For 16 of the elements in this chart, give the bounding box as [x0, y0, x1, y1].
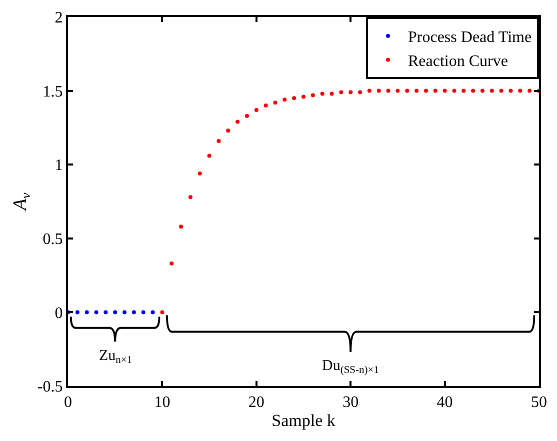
- legend-label: Reaction Curve: [408, 52, 508, 70]
- x-tick-label: 50: [531, 394, 547, 412]
- y-tick-label: -0.5: [37, 378, 63, 396]
- x-tick-label: 20: [248, 394, 264, 412]
- x-tick-label: 30: [342, 394, 359, 412]
- y-tick-label: 0: [54, 304, 63, 322]
- annotation: Du$_{(SS-n)×1}$: [322, 358, 379, 376]
- legend-label: Process Dead Time: [408, 29, 532, 46]
- y-tick-label: 1: [54, 157, 63, 174]
- y-tick-label: 1.5: [42, 83, 63, 100]
- x-tick-label: 40: [436, 394, 453, 412]
- x-axis-title: Sample k: [272, 411, 336, 430]
- y-tick-label: 0.5: [42, 231, 63, 248]
- annotation: Zu$_{n×1}$: [99, 348, 132, 366]
- x-tick-label: 10: [154, 394, 170, 412]
- y-tick-label: 2: [54, 10, 63, 27]
